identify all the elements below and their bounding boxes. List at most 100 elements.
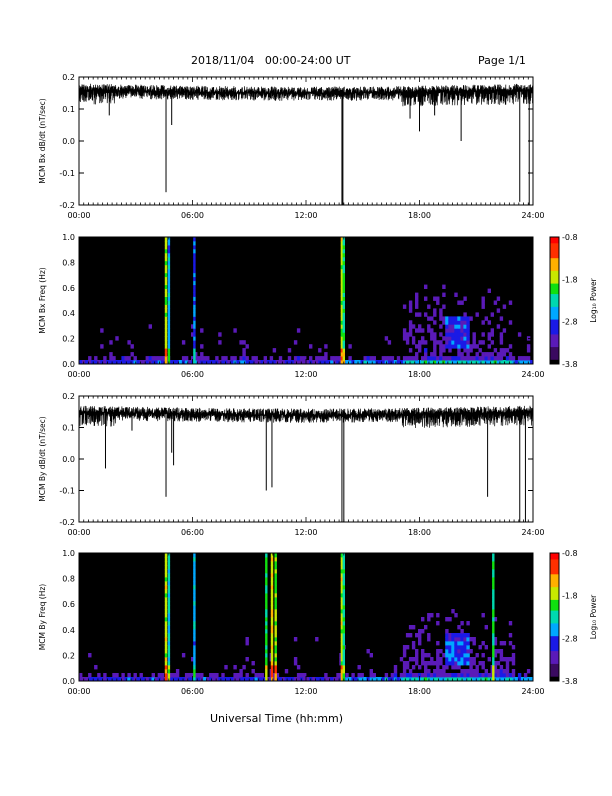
bright-column-5 [342, 280, 345, 286]
spectrogram-cell [408, 657, 413, 662]
colorbar-cell [550, 347, 559, 350]
bright-column-6 [274, 653, 277, 658]
spectrogram-cell [88, 673, 92, 678]
spectrogram-cell [481, 296, 485, 301]
y-tick-label: -0.2 [59, 201, 75, 210]
bright-column-6 [274, 613, 277, 618]
colorbar-tick-label: -3.8 [562, 677, 578, 686]
spectrogram-cell [448, 332, 452, 337]
spectrogram-cell [445, 661, 449, 666]
spectrogram-cell [212, 677, 216, 682]
spectrogram-cell [523, 360, 528, 365]
spectrogram-cell [424, 296, 428, 301]
spectrogram-cell [269, 360, 274, 365]
spectrogram-cell [321, 356, 325, 361]
spectrogram-cell [499, 673, 504, 678]
bright-column-3 [193, 296, 196, 301]
spectrogram-cell [215, 673, 219, 678]
spectrogram-cell [109, 340, 113, 345]
spectrogram-cell [475, 352, 479, 357]
bright-column-7 [340, 557, 344, 562]
spectrogram-cell [424, 284, 428, 289]
spectrogram-cell [499, 649, 504, 654]
bright-column-6 [274, 645, 277, 650]
spectrogram-cell [463, 340, 467, 345]
colorbar-frame [549, 236, 560, 365]
bright-column-6 [274, 557, 277, 562]
spectrogram-cell [481, 360, 485, 365]
spectrogram-cell [415, 328, 419, 333]
colorbar-cell [550, 249, 559, 253]
spectrogram-cell [526, 669, 531, 674]
bright-column-4 [340, 244, 344, 250]
spectrogram-cell [496, 296, 501, 301]
spectrogram-cell [469, 677, 473, 682]
spectrogram-cell [439, 312, 443, 317]
x-tick-label: 00:00 [67, 687, 90, 696]
spectrogram-cell [439, 308, 443, 313]
spectrogram-cell [442, 677, 446, 682]
spectrogram-cell [490, 332, 494, 337]
spectrogram-cell [490, 356, 494, 361]
bright-column-1 [164, 585, 168, 590]
spectrogram-cell [442, 669, 446, 674]
spectrogram-cell [175, 669, 180, 674]
spectrogram-cell [293, 340, 298, 345]
spectrogram-cell [309, 356, 313, 361]
bright-column-4 [265, 669, 268, 674]
bright-column-4 [265, 625, 268, 630]
bright-column-3 [193, 256, 196, 262]
spectrogram-cell [517, 673, 522, 678]
bright-column-4 [340, 260, 344, 266]
spectrogram-cell [457, 360, 461, 365]
bright-column-4 [340, 296, 344, 301]
spectrogram-cell [466, 360, 470, 365]
spectrogram-cell [478, 673, 482, 678]
bright-column-1 [164, 268, 168, 274]
spectrogram-cell [411, 356, 416, 361]
spectrogram-cell [460, 324, 464, 329]
bright-column-1 [164, 328, 168, 333]
spectrogram-cell [411, 677, 416, 682]
spectrogram-cell [505, 356, 510, 361]
spectrogram-cell [85, 677, 89, 682]
spectrogram-cell [248, 360, 252, 365]
spectrogram-cell [408, 625, 413, 630]
spectrogram-cell [251, 669, 255, 674]
colorbar-cell [550, 287, 559, 291]
bright-column-7 [340, 601, 344, 606]
x-tick-label: 06:00 [181, 687, 204, 696]
spectrogram-cell [427, 673, 431, 678]
spectrogram-cell [415, 304, 419, 309]
spectrogram-cell [466, 352, 470, 357]
bright-column-3 [193, 288, 196, 293]
spectrogram-cell [408, 320, 413, 325]
colorbar-cell [550, 629, 559, 633]
colorbar-cell [550, 602, 559, 605]
bright-column-2 [167, 569, 171, 574]
spectrogram-cell [448, 641, 452, 646]
bright-column-4 [340, 288, 344, 293]
bright-column-1 [164, 264, 168, 270]
spectrogram-cell [451, 340, 455, 345]
bright-column-2 [167, 577, 171, 582]
spectrogram-cell [312, 677, 316, 682]
spectrogram-cell [290, 677, 295, 682]
spectrogram-cell [499, 340, 504, 345]
spectrogram-cell [287, 348, 292, 353]
colorbar-cell [550, 283, 559, 287]
bright-column-1 [164, 557, 168, 562]
spectrogram-cell [393, 665, 398, 670]
spectrogram-cell [436, 613, 440, 618]
y-axis-label: MCM Bx Freq (Hz) [38, 267, 47, 333]
spectrogram-cell [372, 356, 376, 361]
spectrogram-cell [405, 661, 410, 666]
spectrogram-cell [160, 356, 165, 361]
spectrogram-cell [97, 673, 101, 678]
bright-column-5 [342, 356, 345, 361]
spectrogram-cell [363, 356, 367, 361]
spectrogram-cell [439, 356, 443, 361]
colorbar-cell [550, 561, 559, 565]
spectrogram-cell [418, 629, 422, 634]
bright-column-1 [164, 324, 168, 329]
